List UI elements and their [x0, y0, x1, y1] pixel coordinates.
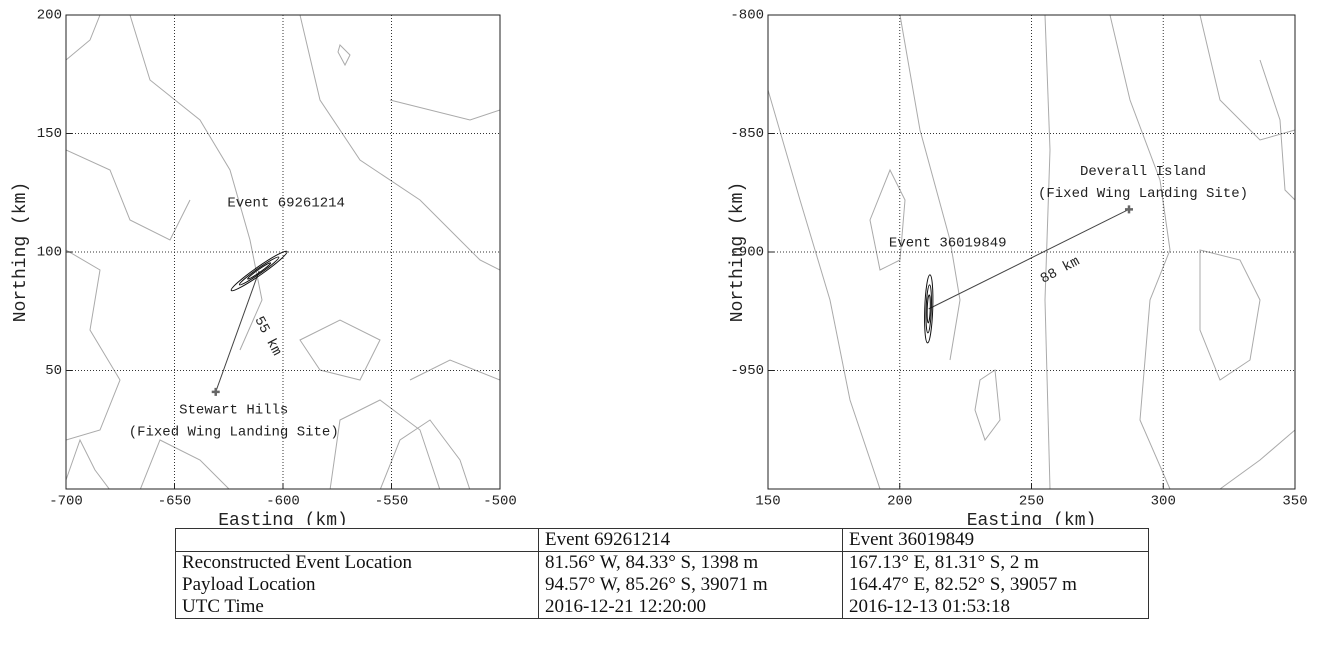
event-label: Event 69261214: [227, 196, 345, 212]
x-tick-label: 300: [1151, 494, 1176, 510]
landing-site-marker: [211, 387, 220, 396]
x-tick-label: -500: [483, 494, 517, 510]
event-ellipse: [924, 274, 934, 344]
table-row: Reconstructed Event Location 81.56° W, 84…: [175, 551, 1149, 574]
event-label: Event 36019849: [889, 236, 1007, 252]
y-tick-label: 150: [37, 126, 62, 142]
distance-line: [928, 208, 1130, 310]
plot-frame: [65, 14, 501, 490]
y-axis-label: Northing (km): [728, 182, 748, 322]
table-row: Payload Location 94.57° W, 85.26° S, 3907…: [175, 574, 1149, 596]
x-tick-label: 200: [887, 494, 912, 510]
figure: -700 -650 -600 -550 -500 50 100 150 200 Easting (…: [11, 8, 1308, 531]
table-cell: Reconstructed Event Location: [175, 551, 539, 574]
table-row: UTC Time 2016-12-21 12:20:00 2016-12-13 01…: [175, 596, 1149, 619]
y-tick-label: -800: [730, 8, 764, 24]
landing-site-marker: [1124, 205, 1133, 214]
x-tick-label: 250: [1019, 494, 1044, 510]
y-tick-label: -950: [730, 363, 764, 379]
event-table: Event 69261214 Event 36019849 Reconstruct…: [175, 528, 1149, 619]
event-ellipse: [230, 250, 288, 292]
x-tick-label: -700: [49, 494, 83, 510]
terrain-contours: [768, 15, 1295, 489]
table-header: Event 69261214 Event 36019849: [175, 528, 1149, 552]
table-cell: UTC Time: [175, 596, 539, 619]
distance-line: [215, 270, 260, 392]
terrain-contours: [66, 15, 500, 489]
x-axis-label: Easting (km): [218, 511, 348, 525]
table-cell: 81.56° W, 84.33° S, 1398 m: [538, 551, 843, 574]
table-cell: 94.57° W, 85.26° S, 39071 m: [538, 574, 843, 596]
x-tick-label: -550: [375, 494, 409, 510]
event-ellipse: [926, 294, 931, 324]
event-ellipse: [247, 262, 272, 280]
x-tick-label: -600: [266, 494, 300, 510]
header-cell: Event 36019849: [842, 528, 1149, 552]
table-cell: 2016-12-21 12:20:00: [538, 596, 843, 619]
distance-label: 55 km: [250, 314, 284, 359]
table-cell: 164.47° E, 82.52° S, 39057 m: [842, 574, 1149, 596]
x-tick-label: 150: [755, 494, 780, 510]
table-cell: 2016-12-13 01:53:18: [842, 596, 1149, 619]
y-tick-label: 200: [37, 8, 62, 24]
event-ellipse: [238, 256, 280, 286]
header-cell: Event 69261214: [538, 528, 843, 552]
site-name: Deverall Island: [1080, 164, 1206, 180]
site-name: Stewart Hills: [179, 403, 288, 419]
table-cell: Payload Location: [175, 574, 539, 596]
y-tick-label: -850: [730, 126, 764, 142]
distance-label: 88 km: [1038, 254, 1083, 288]
site-note: (Fixed Wing Landing Site): [129, 425, 339, 441]
x-tick-label: 350: [1282, 494, 1307, 510]
y-axis-label: Northing (km): [11, 182, 31, 322]
y-tick-label: 100: [37, 245, 62, 261]
y-tick-label: 50: [45, 363, 62, 379]
x-axis-label: Easting (km): [967, 511, 1097, 525]
plot-frame: [767, 14, 1296, 490]
site-note: (Fixed Wing Landing Site): [1038, 186, 1248, 202]
event-ellipse: [925, 284, 932, 334]
table-cell: 167.13° E, 81.31° S, 2 m: [842, 551, 1149, 574]
x-tick-label: -650: [158, 494, 192, 510]
y-tick-label: -900: [730, 245, 764, 261]
